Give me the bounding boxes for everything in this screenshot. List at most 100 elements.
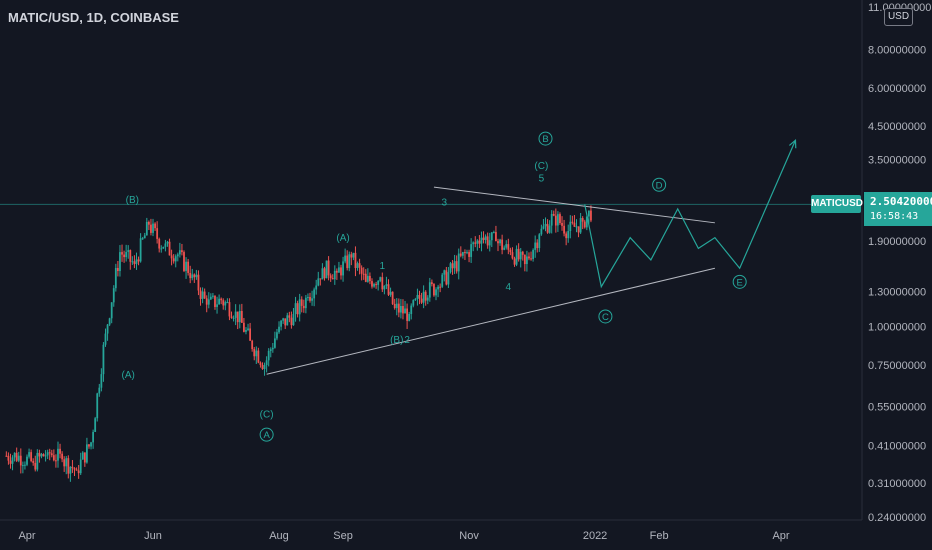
time-axis[interactable]: Apr Jun Aug Sep Nov 2022 Feb Apr: [18, 530, 789, 542]
candle-body: [548, 225, 551, 233]
candle-body: [563, 225, 565, 234]
candle-body: [457, 253, 460, 272]
candle-body: [333, 270, 336, 280]
candle-body: [455, 261, 458, 272]
candle-body: [185, 261, 187, 271]
time-tick-3: Sep: [333, 530, 353, 542]
candle-body: [552, 213, 555, 216]
candle-body: [193, 274, 196, 278]
projection-path: [584, 139, 797, 289]
candle-body: [263, 365, 266, 370]
candle-body: [346, 255, 349, 269]
candle-body: [158, 238, 161, 249]
candle-body: [590, 210, 592, 221]
candle-body: [83, 452, 86, 463]
candle-body: [255, 350, 258, 357]
candle-body: [497, 241, 499, 244]
candle-body: [209, 296, 212, 300]
candle-body: [344, 255, 347, 262]
candle-body: [170, 255, 173, 259]
candle-body: [422, 291, 425, 303]
candle-body: [412, 300, 415, 306]
price-tick-8: 1.00000000: [868, 322, 926, 334]
candle-body: [40, 454, 43, 457]
candle-body: [379, 277, 382, 281]
candle-body: [356, 263, 359, 268]
candle-body: [350, 254, 353, 258]
candle-body: [110, 302, 113, 319]
candle-body: [19, 455, 22, 466]
candle-body: [307, 296, 309, 298]
time-tick-7: Apr: [772, 530, 789, 542]
candle-body: [391, 291, 394, 304]
candle-body: [575, 226, 578, 228]
wave-label-7: 2: [404, 335, 410, 346]
candle-body: [567, 231, 570, 239]
candle-body: [26, 456, 28, 465]
wave-circle-c: [598, 309, 613, 324]
wave-circle-e: [732, 274, 747, 289]
candle-body: [404, 308, 406, 314]
candle-body: [389, 291, 392, 295]
upper-trendline: [433, 186, 715, 224]
candle-body: [435, 289, 437, 296]
wave-label-11: (C): [534, 161, 548, 172]
candle-body: [579, 217, 582, 233]
candle-body: [402, 306, 404, 314]
candle-body: [42, 454, 45, 457]
price-tick-13: 0.24000000: [868, 512, 926, 524]
candle-body: [490, 232, 493, 241]
candle-body: [75, 469, 78, 471]
candle-body: [88, 444, 90, 447]
wave-circle-d: [652, 177, 667, 192]
candle-body: [166, 241, 169, 244]
candle-body: [257, 350, 260, 363]
candle-body: [433, 284, 435, 296]
price-tick-7: 1.30000000: [868, 287, 926, 299]
candle-body: [145, 221, 148, 236]
candle-body: [340, 267, 342, 276]
candle-body: [226, 302, 229, 304]
wave-label-2: (C): [260, 409, 274, 420]
candle-body: [348, 254, 351, 269]
candle-body: [571, 221, 574, 223]
candle-body: [581, 217, 584, 222]
candle-body: [172, 258, 175, 262]
candle-body: [546, 223, 549, 233]
candle-body: [131, 261, 134, 263]
candle-body: [143, 235, 146, 239]
candle-body: [55, 460, 57, 462]
candle-body: [511, 252, 514, 259]
candle-body: [199, 290, 202, 299]
candle-body: [67, 458, 70, 474]
candle-body: [292, 314, 295, 326]
candle-body: [243, 322, 245, 332]
candle-body: [329, 275, 332, 279]
candle-body: [216, 304, 218, 307]
candle-body: [90, 442, 92, 447]
candle-body: [482, 237, 485, 240]
price-tick-9: 0.75000000: [868, 360, 926, 372]
candle-body: [416, 294, 419, 299]
candle-body: [123, 254, 125, 258]
candle-body: [150, 224, 152, 233]
candle-body: [162, 246, 165, 249]
candle-body: [492, 232, 495, 234]
candle-body: [300, 299, 303, 306]
time-tick-2: Aug: [269, 530, 289, 542]
candle-body: [195, 274, 198, 278]
price-axis[interactable]: 11.000000008.000000006.000000004.5000000…: [868, 2, 931, 524]
currency-badge[interactable]: USD: [884, 8, 913, 26]
candle-body: [519, 251, 522, 260]
candle-body: [261, 364, 264, 370]
candle-body: [9, 460, 12, 464]
candle-body: [224, 302, 227, 306]
candle-body: [214, 295, 216, 307]
candle-body: [313, 289, 316, 299]
candle-body: [81, 452, 84, 460]
candle-body: [273, 338, 276, 348]
candle-body: [325, 260, 328, 279]
wave-label-3: A: [263, 430, 270, 441]
